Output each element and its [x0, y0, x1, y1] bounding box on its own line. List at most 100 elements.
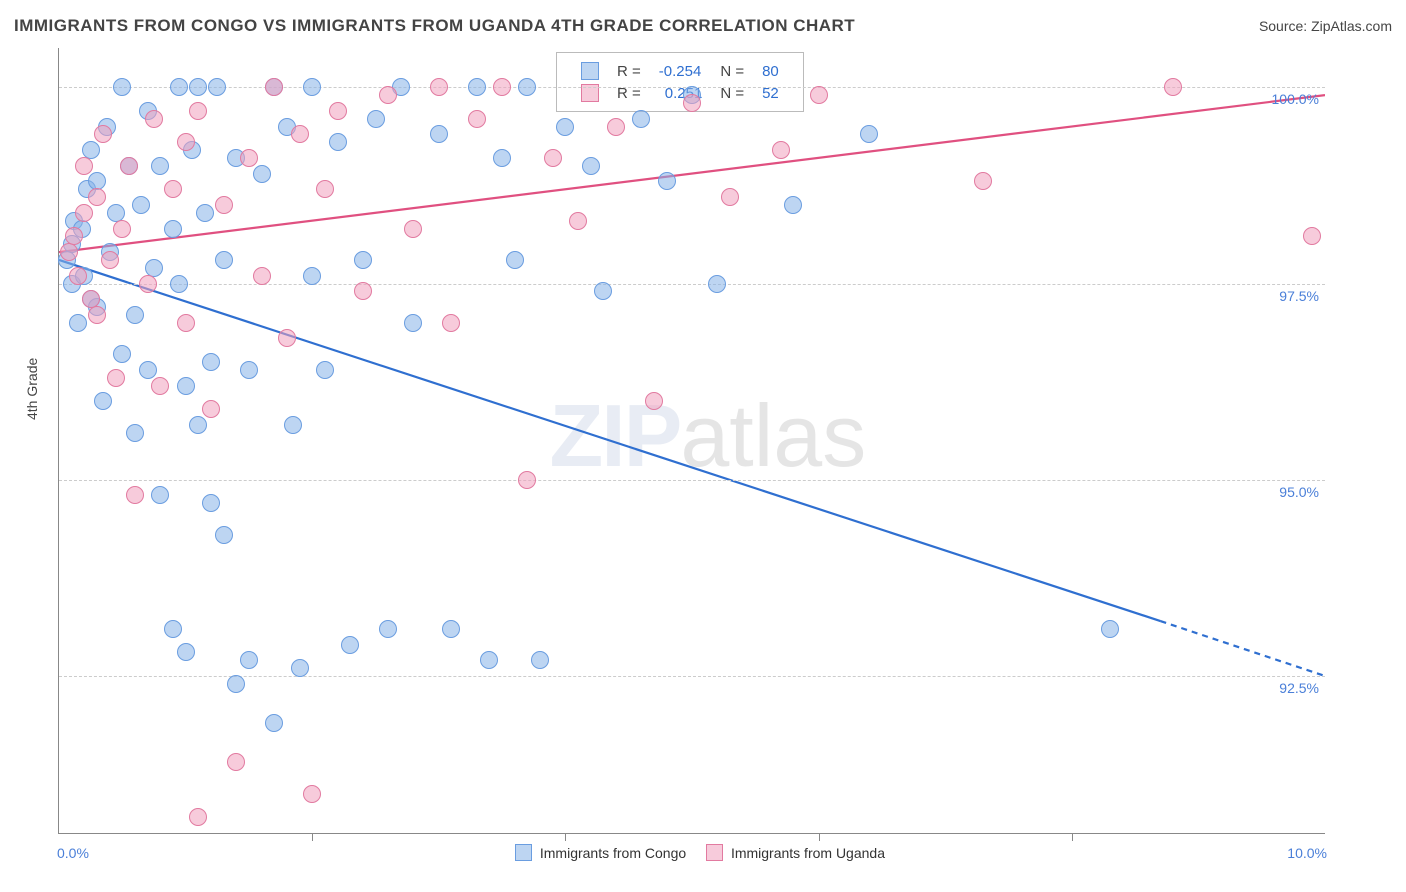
marker-uganda	[177, 133, 195, 151]
marker-uganda	[645, 392, 663, 410]
marker-congo	[1101, 620, 1119, 638]
chart-title: IMMIGRANTS FROM CONGO VS IMMIGRANTS FROM…	[14, 16, 855, 36]
marker-uganda	[75, 204, 93, 222]
marker-uganda	[430, 78, 448, 96]
watermark-atlas: atlas	[680, 385, 866, 484]
marker-congo	[253, 165, 271, 183]
marker-uganda	[810, 86, 828, 104]
marker-congo	[151, 486, 169, 504]
marker-congo	[164, 620, 182, 638]
marker-uganda	[120, 157, 138, 175]
marker-uganda	[164, 180, 182, 198]
marker-congo	[126, 424, 144, 442]
swatch-congo	[581, 62, 599, 80]
x-tick-mark	[1072, 833, 1073, 841]
x-tick-label: 10.0%	[1287, 845, 1327, 861]
marker-uganda	[316, 180, 334, 198]
marker-congo	[177, 377, 195, 395]
marker-congo	[303, 267, 321, 285]
marker-congo	[284, 416, 302, 434]
bottom-legend: Immigrants from Congo Immigrants from Ug…	[59, 844, 1325, 861]
legend-label-congo: Immigrants from Congo	[540, 845, 686, 861]
marker-congo	[329, 133, 347, 151]
marker-congo	[531, 651, 549, 669]
marker-uganda	[518, 471, 536, 489]
marker-uganda	[177, 314, 195, 332]
x-tick-label: 0.0%	[57, 845, 89, 861]
marker-uganda	[607, 118, 625, 136]
marker-congo	[151, 157, 169, 175]
marker-uganda	[379, 86, 397, 104]
marker-congo	[480, 651, 498, 669]
marker-uganda	[189, 808, 207, 826]
marker-uganda	[544, 149, 562, 167]
marker-uganda	[88, 306, 106, 324]
marker-uganda	[113, 220, 131, 238]
marker-congo	[208, 78, 226, 96]
marker-congo	[367, 110, 385, 128]
x-tick-mark	[819, 833, 820, 841]
r-value-uganda: 0.251	[651, 83, 711, 103]
source-credit: Source: ZipAtlas.com	[1259, 18, 1392, 34]
r-label: R =	[609, 61, 649, 81]
marker-congo	[202, 353, 220, 371]
marker-uganda	[101, 251, 119, 269]
marker-congo	[506, 251, 524, 269]
marker-congo	[518, 78, 536, 96]
marker-congo	[468, 78, 486, 96]
marker-congo	[632, 110, 650, 128]
legend-label-uganda: Immigrants from Uganda	[731, 845, 885, 861]
marker-congo	[189, 416, 207, 434]
grid-line-horizontal	[59, 676, 1325, 677]
marker-congo	[354, 251, 372, 269]
marker-congo	[196, 204, 214, 222]
marker-uganda	[442, 314, 460, 332]
y-tick-label: 97.5%	[1279, 288, 1319, 304]
marker-uganda	[493, 78, 511, 96]
y-tick-label: 100.0%	[1272, 91, 1319, 107]
y-tick-label: 92.5%	[1279, 680, 1319, 696]
marker-uganda	[69, 267, 87, 285]
marker-congo	[202, 494, 220, 512]
marker-congo	[341, 636, 359, 654]
legend-row-congo: R = -0.254 N = 80	[573, 61, 787, 81]
r-label: R =	[609, 83, 649, 103]
marker-uganda	[569, 212, 587, 230]
marker-congo	[240, 651, 258, 669]
marker-uganda	[291, 125, 309, 143]
n-value-congo: 80	[754, 61, 787, 81]
marker-congo	[69, 314, 87, 332]
marker-congo	[493, 149, 511, 167]
marker-congo	[227, 675, 245, 693]
marker-congo	[164, 220, 182, 238]
trend-line	[59, 95, 1325, 252]
marker-congo	[94, 392, 112, 410]
marker-uganda	[227, 753, 245, 771]
marker-congo	[215, 251, 233, 269]
marker-congo	[177, 643, 195, 661]
marker-congo	[113, 78, 131, 96]
grid-line-horizontal	[59, 284, 1325, 285]
source-name: ZipAtlas.com	[1311, 18, 1392, 34]
marker-congo	[240, 361, 258, 379]
marker-congo	[430, 125, 448, 143]
watermark: ZIPatlas	[549, 384, 866, 486]
marker-uganda	[1303, 227, 1321, 245]
marker-uganda	[1164, 78, 1182, 96]
x-tick-mark	[565, 833, 566, 841]
marker-uganda	[683, 94, 701, 112]
marker-uganda	[75, 157, 93, 175]
marker-uganda	[126, 486, 144, 504]
marker-uganda	[202, 400, 220, 418]
marker-uganda	[240, 149, 258, 167]
marker-uganda	[278, 329, 296, 347]
marker-uganda	[974, 172, 992, 190]
trend-line	[1160, 621, 1325, 676]
marker-congo	[170, 78, 188, 96]
marker-congo	[291, 659, 309, 677]
marker-congo	[582, 157, 600, 175]
marker-congo	[139, 361, 157, 379]
marker-congo	[132, 196, 150, 214]
marker-uganda	[404, 220, 422, 238]
marker-uganda	[354, 282, 372, 300]
